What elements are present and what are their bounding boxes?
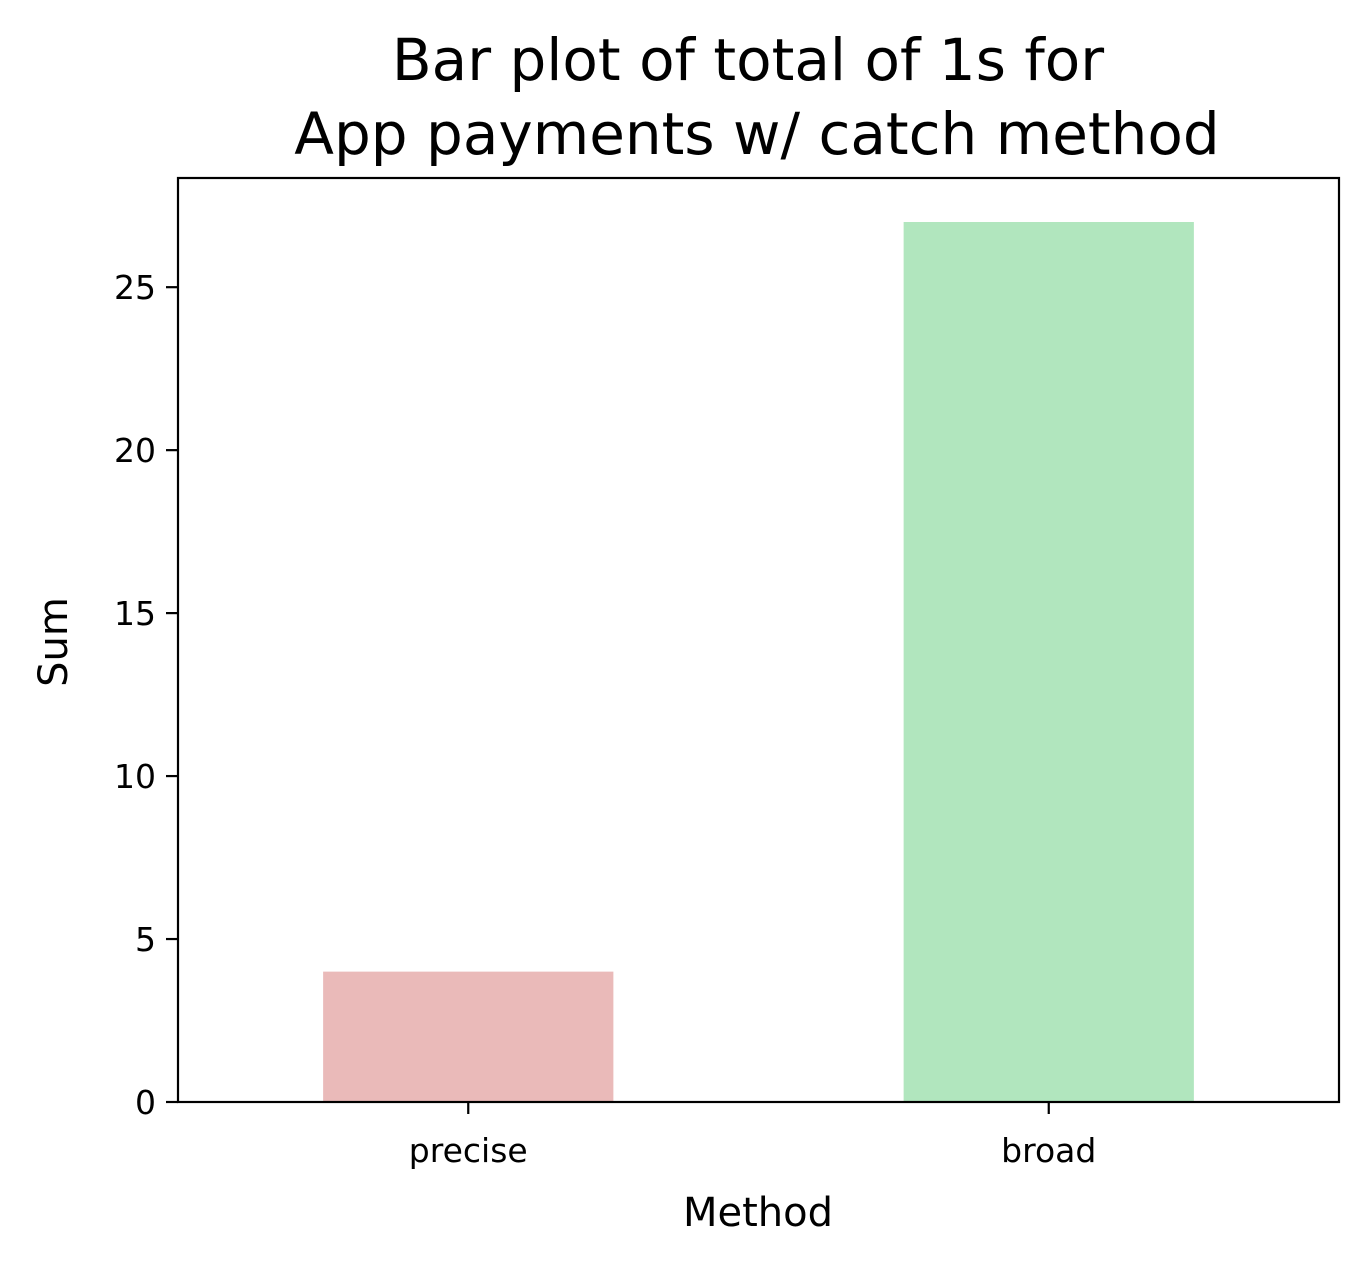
chart-title-line-2: App payments w/ catch method — [294, 100, 1219, 168]
bars-group — [323, 222, 1194, 1102]
y-tick-label-10: 10 — [114, 757, 156, 796]
bar-precise — [323, 971, 614, 1102]
plot-frame — [176, 176, 1341, 1104]
x-tick-label-precise: precise — [409, 1131, 528, 1170]
x-tick-label-broad: broad — [1001, 1131, 1096, 1170]
chart-title-line-1: Bar plot of total of 1s for — [392, 26, 1104, 94]
y-tick-label-20: 20 — [114, 431, 156, 470]
y-axis-ticks: 0 5 10 15 20 25 — [114, 268, 178, 1122]
y-tick-label-0: 0 — [135, 1083, 156, 1122]
y-tick-label-25: 25 — [114, 268, 156, 307]
bar-broad — [903, 222, 1194, 1102]
x-axis-label: Method — [683, 1190, 833, 1236]
y-tick-label-15: 15 — [114, 594, 156, 633]
y-tick-label-5: 5 — [135, 920, 156, 959]
y-axis-label: Sum — [31, 597, 77, 687]
x-axis-ticks: precise broad — [409, 1102, 1096, 1170]
